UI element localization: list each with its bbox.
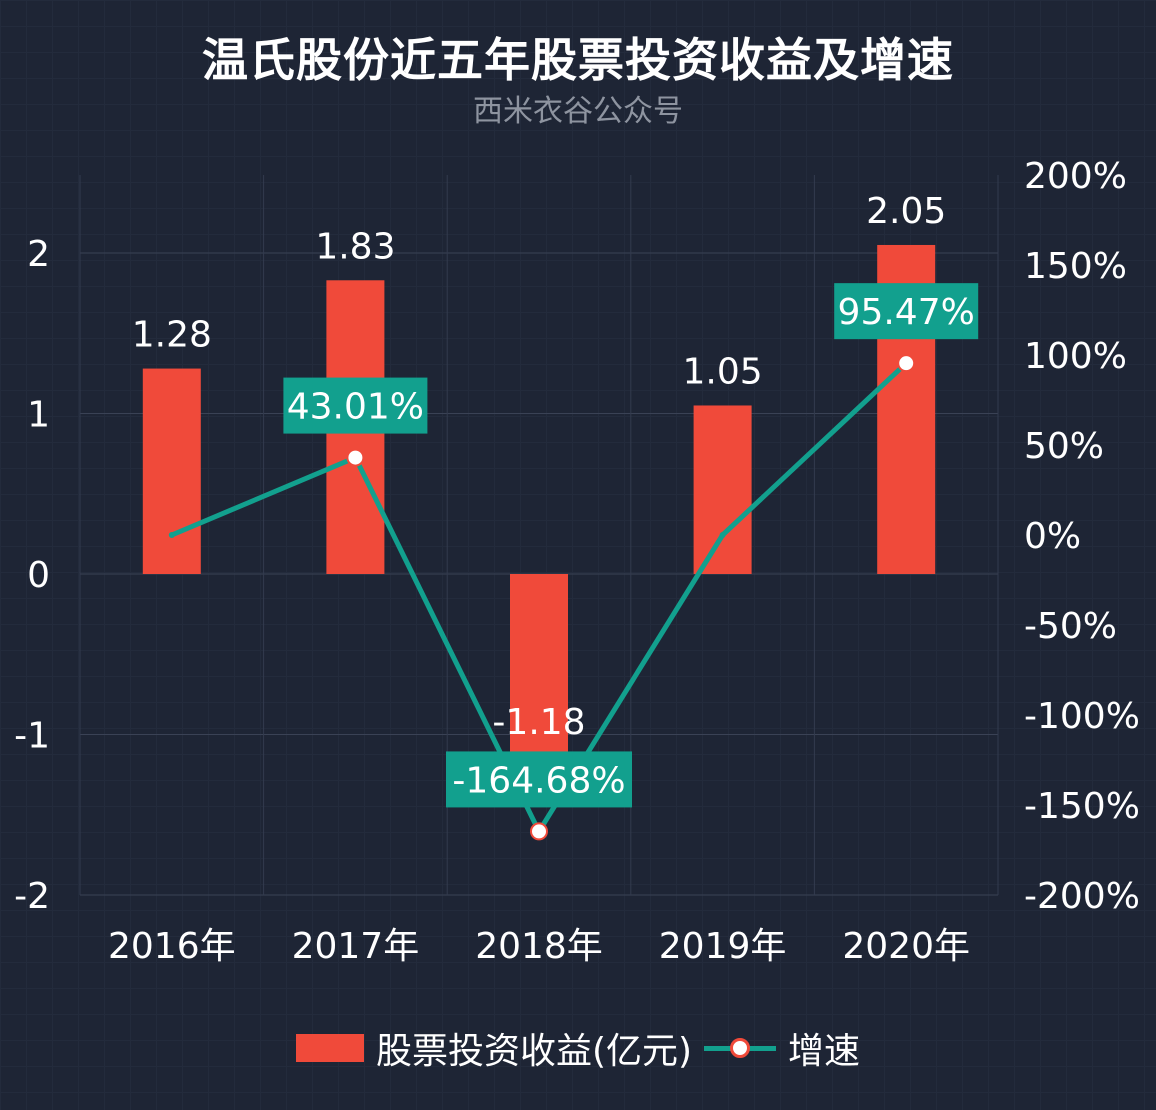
- line-value-labels: 43.01% -164.68% 95.47%: [283, 283, 979, 808]
- y-left-tick-label: 2: [27, 234, 50, 275]
- bar-value-label: 2.05: [866, 191, 946, 232]
- line-point: [719, 532, 726, 538]
- y-left-tick-label: -1: [14, 716, 50, 757]
- legend-bar-swatch: [295, 1034, 364, 1062]
- y-left-tick-label: -2: [14, 876, 50, 917]
- y-right-tick-label: -100%: [1024, 696, 1140, 737]
- x-tick-label: 2019年: [659, 926, 787, 967]
- line-value-label: 43.01%: [287, 387, 424, 428]
- y-right-tick-label: 100%: [1024, 336, 1127, 377]
- bar-value-label: 1.28: [132, 315, 212, 356]
- chart-title: 温氏股份近五年股票投资收益及增速: [202, 33, 954, 87]
- legend-item-bar[interactable]: 股票投资收益(亿元): [295, 1022, 693, 1074]
- y-right-tick-label: 150%: [1024, 246, 1127, 287]
- y-right-tick-label: -200%: [1024, 876, 1140, 917]
- bar: [142, 368, 201, 574]
- bar-value-label: 1.83: [315, 226, 395, 267]
- x-axis: 2016年 2017年 2018年 2019年 2020年: [108, 926, 970, 967]
- line-point: [897, 354, 916, 373]
- chart-subtitle: 西米衣谷公众号: [473, 94, 683, 129]
- x-tick-label: 2016年: [108, 926, 236, 967]
- y-right-tick-label: -50%: [1024, 606, 1117, 647]
- x-tick-label: 2018年: [475, 926, 603, 967]
- y-right-tick-label: 0%: [1024, 516, 1081, 557]
- bar-value-label: 1.05: [683, 351, 763, 392]
- bar: [693, 405, 752, 574]
- legend-bar-label: 股票投资收益(亿元): [375, 1031, 693, 1072]
- y-left-tick-label: 0: [27, 555, 50, 596]
- legend-line-swatch: [704, 1033, 777, 1063]
- y-right-tick-label: 200%: [1024, 156, 1127, 197]
- line-value-label: 95.47%: [838, 292, 975, 333]
- line-value-label: -164.68%: [452, 760, 625, 801]
- legend-item-line[interactable]: 增速: [704, 1022, 860, 1074]
- line-series: [168, 354, 916, 841]
- chart-legend: 股票投资收益(亿元) 增速: [0, 1022, 1156, 1074]
- x-tick-label: 2020年: [842, 926, 970, 967]
- bar-series: [142, 244, 936, 764]
- line-point: [168, 532, 175, 538]
- line-value-label-box: [283, 377, 428, 434]
- bar-value-label: -1.18: [492, 702, 585, 743]
- y-axis-right: 200% 150% 100% 50% 0% -50% -100% -150% -200%: [1024, 156, 1140, 917]
- line-point: [346, 448, 365, 467]
- line-value-label-box: [446, 751, 632, 808]
- y-right-tick-label: -150%: [1024, 786, 1140, 827]
- y-right-tick-label: 50%: [1024, 426, 1104, 467]
- bar-value-labels: 1.28 1.83 -1.18 1.05 2.05: [132, 191, 947, 743]
- bar: [510, 574, 568, 764]
- x-tick-label: 2017年: [292, 926, 420, 967]
- y-left-tick-label: 1: [27, 395, 50, 436]
- line-value-label-box: [834, 283, 979, 340]
- legend-line-label: 增速: [788, 1031, 861, 1072]
- line-point: [530, 822, 548, 841]
- y-axis-left: 2 1 0 -1 -2: [14, 234, 50, 917]
